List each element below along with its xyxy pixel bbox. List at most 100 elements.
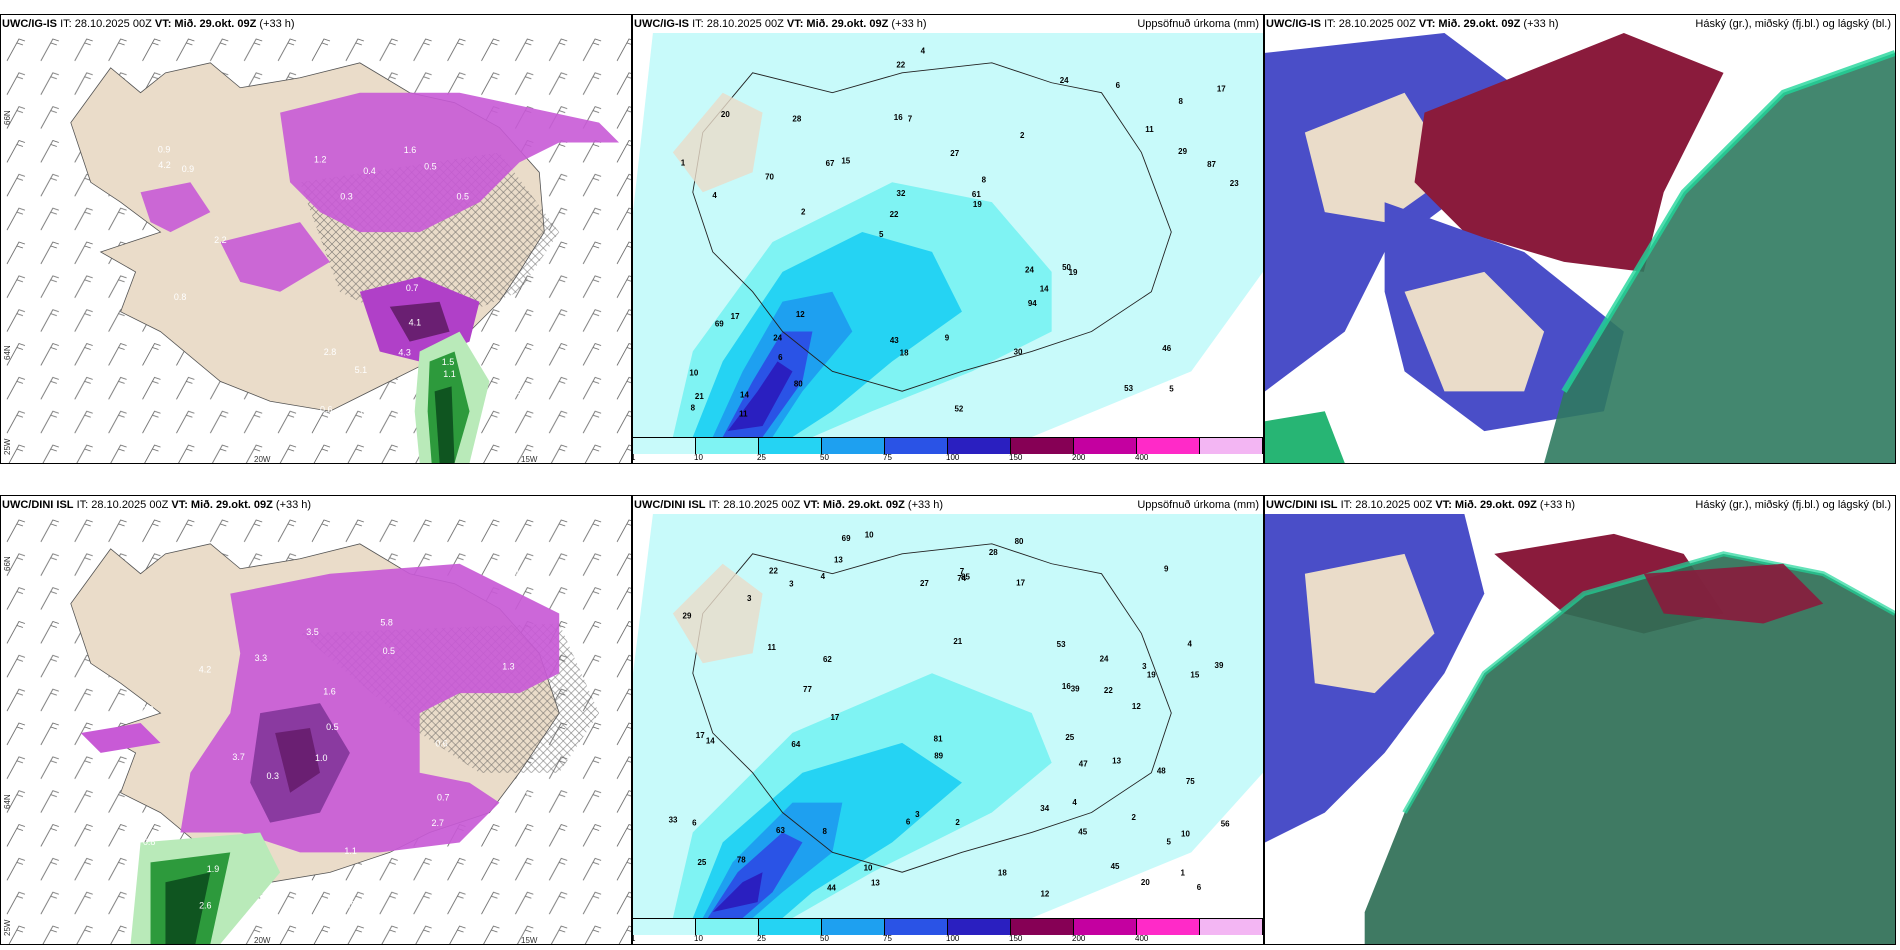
cloud-header: Háský (gr.), miðský (fj.bl.) og lágský (… [1695,18,1891,30]
legend-label: 10 [694,453,703,462]
value-label: 17 [830,713,839,722]
value-label: 25 [1065,733,1074,742]
cloud-map-svg [1265,514,1895,944]
snow-map[interactable]: 0.3 1.1 0.9 0.5 0.6 1.2 1.3 1.6 2.2 0.8 1.5 0.4 0.7 0… [1,33,631,463]
value-label: 2.2 [214,235,226,245]
value-label: 74 [957,574,966,583]
valid-prefix: VT: [154,18,172,30]
value-label: 1.7 [515,566,527,576]
value-label: 11 [739,409,748,418]
value-label: 52 [954,405,963,414]
value-label: 2.3 [507,334,519,344]
value-label: 3.3 [255,653,267,663]
value-label: 28 [792,115,801,124]
value-label: 17 [1217,84,1226,93]
value-label: 0.5 [424,161,436,171]
cloud-map-svg [1265,33,1895,463]
value-label: 5.8 [380,618,392,628]
value-label: 5 [879,230,884,239]
value-label: 10 [864,864,873,873]
value-label: 20 [721,110,730,119]
value-label: 39 [1215,661,1224,670]
precip-map[interactable]: 5 4 8 5 2 14 16 27 17 15 10 6 7 8 19 20 22 23 24 29 22 43 32 28… [633,33,1263,437]
value-label: 11 [767,643,776,652]
value-label: 10 [1181,829,1190,838]
cloud-map[interactable] [1265,514,1895,944]
value-label: 24 [1025,266,1034,275]
legend-swatch [1074,438,1137,454]
value-label: 6 [778,353,783,362]
value-label: 12 [1132,702,1141,711]
legend-swatch [633,438,696,454]
value-label: 10 [865,530,874,539]
cloud-header: Háský (gr.), miðský (fj.bl.) og lágský (… [1695,499,1891,511]
value-label: 34 [1040,804,1049,813]
value-label: 17 [696,731,705,740]
value-label: 4 [1188,640,1193,649]
value-label: 69 [842,534,851,543]
cloud-map[interactable] [1265,33,1895,463]
value-label: 15 [841,156,850,165]
precip-header: Uppsöfnuð úrkoma (mm) [1137,18,1259,30]
valid-label: Mið. 29.okt. 09Z [190,499,273,511]
value-label: 62 [823,655,832,664]
value-label: 2 [801,207,806,216]
value-label: 22 [1104,686,1113,695]
value-label: 80 [794,380,803,389]
lat-label-64: 64N [3,345,12,360]
lon-label-25: 25W [3,919,12,936]
value-label: 56 [1221,820,1230,829]
value-label: 0.5 [383,646,395,656]
value-label: 4 [712,191,717,200]
lead-label: (+33 h) [907,499,944,511]
value-label: 45 [1111,862,1120,871]
value-label: 44 [827,883,836,892]
legend-label: 50 [820,934,829,943]
precip-map[interactable]: 2 4 10 21 25 13 3 8 9 11 15 29 12 13 6 3 5 4 3 19 17 14 18 16 10… [633,514,1263,918]
value-label: 0.8 [174,292,186,302]
lat-label-64: 64N [3,794,12,809]
lead-label: (+33 h) [1523,18,1559,30]
valid-label: Mið. 29.okt. 09Z [174,18,257,30]
value-label: 6 [692,818,697,827]
value-label: 1 [1181,868,1186,877]
value-label: 9 [945,333,950,342]
legend-swatch [885,438,948,454]
value-label: 70 [765,172,774,181]
legend-swatch [759,438,822,454]
value-label: 0.9 [182,164,194,174]
legend-swatches [633,918,1263,935]
legend-swatch [1137,438,1200,454]
value-label: 8 [691,403,696,412]
value-label: 0.6 [509,386,521,396]
init-label: IT: 28.10.2025 00Z [76,499,169,511]
legend-swatch [759,919,822,935]
value-label: 9 [1164,565,1169,574]
valid-label: Mið. 29.okt. 09Z [1438,18,1521,30]
value-label: 16 [1062,682,1071,691]
value-label: 63 [776,826,785,835]
snow-map-svg: 1.6 1.1 0.7 0.9 0.6 1.0 0.3 0.5 2.3 3.7 3.5 4.2 5.8 1… [1,514,631,944]
value-label: 24 [1100,654,1109,663]
value-label: 4 [921,47,926,56]
legend-label: 150 [1009,453,1023,462]
legend-swatch [1200,438,1263,454]
snow-map[interactable]: 1.6 1.1 0.7 0.9 0.6 1.0 0.3 0.5 2.3 3.7 3.5 4.2 5.8 1… [1,514,631,944]
value-label: 22 [896,61,905,70]
panel-header: UWC/DINI ISL IT: 28.10.2025 00Z VT: Mið.… [1265,496,1895,514]
lead-label: (+33 h) [891,18,927,30]
init-label: IT: 28.10.2025 00Z [60,18,152,30]
legend-labels: 1 10 25 50 75 100 150 200 400 [633,934,1263,944]
value-label: 5.1 [355,365,367,375]
value-label: 28 [989,548,998,557]
legend-swatch [822,919,885,935]
value-label: 3.7 [232,752,244,762]
init-label: IT: 28.10.2025 00Z [1324,18,1416,30]
value-label: 69 [715,320,724,329]
value-label: 12 [1041,890,1050,899]
value-label: 24 [1060,76,1069,85]
value-label: 47 [1079,759,1088,768]
value-label: 17 [1016,578,1025,587]
value-label: 27 [920,579,929,588]
lead-label: (+33 h) [259,18,295,30]
